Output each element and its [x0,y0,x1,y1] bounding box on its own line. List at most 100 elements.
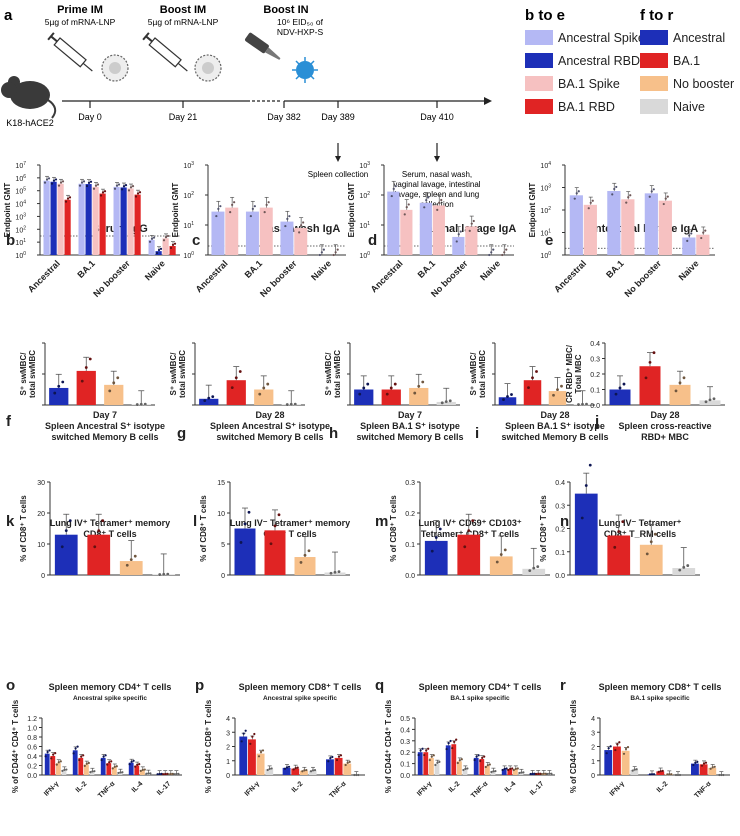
data-point [54,752,57,755]
mouse-icon [1,76,57,119]
data-point [143,768,146,771]
y-tick-exp: 7 [23,161,26,167]
legend-swatch [525,30,553,45]
data-point [688,234,691,237]
data-point [605,752,608,755]
data-point [468,229,471,232]
bar [354,389,374,405]
x-tick-label: Naive [309,258,333,282]
data-point [713,765,716,768]
data-point [320,251,323,254]
y-tick-label: 0.8 [27,735,37,742]
data-point [666,195,669,198]
data-point [531,772,534,775]
data-point [535,370,538,373]
boost-title: Boost IM [160,4,206,16]
data-point [102,755,105,758]
bar [682,237,696,255]
data-point [678,773,682,777]
bar [465,226,478,255]
bar [656,771,665,775]
chart-title: Spleen memory CD4⁺ T cells [419,682,542,692]
data-point [589,201,592,204]
y-tick-label: 103 [359,161,370,170]
data-point [503,767,506,770]
x-tick-label: IFN-γ [43,780,60,797]
data-point [83,764,86,767]
bar [85,184,92,255]
bar [140,770,145,775]
data-point [611,193,614,196]
data-point [448,399,452,403]
day-21: Day 21 [169,112,198,122]
y-axis-label: S⁺ swMBC/ [469,352,478,396]
data-point [704,229,707,232]
bar [265,769,274,775]
chart-title: Serum IgG [92,223,148,235]
data-point [66,197,70,200]
final-note-4: collection [420,200,453,209]
bar [308,770,317,775]
y-tick-label: 1.2 [27,716,37,723]
boost-in-dose-2: NDV-HXP-S [277,27,324,37]
data-point [531,376,534,380]
data-point [648,195,651,198]
boost-dose: 5µg of mRNA-LNP [148,17,219,27]
y-tick-label: 0.0 [405,573,415,580]
data-point [266,382,270,386]
data-point [76,745,79,748]
y-tick-exp: 0 [191,251,194,257]
data-point [357,773,360,777]
data-point [546,772,549,776]
bar [49,387,69,405]
data-point [219,205,222,208]
boost-in-dose-1: 10⁶ EID₅₀ of [277,17,324,27]
data-point [542,772,545,775]
data-point [460,758,463,761]
data-point [82,180,86,183]
data-point [249,742,252,745]
data-point [512,768,515,772]
bar [128,762,134,775]
legend-label: No booster [673,77,734,91]
y-tick-label: 5 [221,542,225,549]
data-point [251,207,254,210]
bar [498,397,517,405]
data-point [358,392,362,396]
y-tick-label: 102 [15,225,26,234]
data-point [299,561,303,564]
data-point [540,772,543,776]
chart-title: switched Memory B cells [216,432,323,442]
y-tick-label: 0.5 [400,716,410,723]
data-point [52,753,55,756]
data-point [166,572,170,576]
bar [479,759,485,775]
data-point [100,758,103,762]
y-axis-label: % of CD44⁺ CD4⁺ T cells [11,699,20,793]
y-tick-label: 0.1 [555,550,565,557]
data-point [303,553,307,557]
bar [291,768,300,775]
data-point [447,742,450,745]
y-tick-label: 102 [183,191,194,200]
data-point [61,769,64,772]
panel-letter-e: e [545,232,553,249]
data-point [91,770,94,773]
data-point [674,389,678,393]
data-point [366,382,370,386]
chart-title: Lung IV⁺ CD69⁺ CD103⁺ [418,518,522,528]
data-point [211,395,215,399]
panel-letter-c: c [192,232,200,249]
x-tick-label: TNF-α [693,780,713,800]
data-point [265,203,268,207]
bar [658,200,672,255]
data-point [440,198,443,202]
bar [248,739,256,775]
data-point [618,741,621,744]
data-point [46,750,49,754]
y-tick-exp: 6 [23,174,26,180]
bar [72,750,78,775]
bar [84,764,89,775]
bar [155,251,162,255]
